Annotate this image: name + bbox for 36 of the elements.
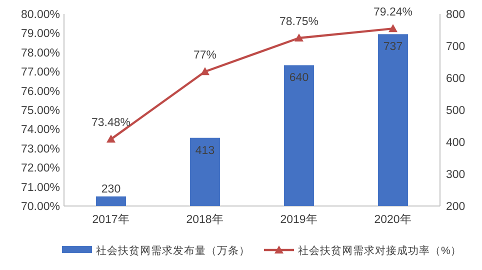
data-label: 230 — [101, 183, 121, 196]
y-tick-label: 74.00% — [20, 124, 60, 136]
y-tick-label: 80.00% — [20, 9, 60, 21]
legend-label: 社会扶贫网需求发布量（万条） — [96, 244, 250, 257]
y2-tick-label: 800 — [446, 9, 466, 21]
data-label: 77% — [193, 50, 217, 62]
data-label: 79.24% — [373, 6, 413, 19]
y-tick-label: 77.00% — [20, 66, 60, 79]
data-label: 413 — [195, 144, 215, 157]
y-tick-label: 72.00% — [20, 162, 60, 175]
y-tick-label: 76.00% — [20, 86, 60, 98]
data-label: 640 — [289, 72, 309, 84]
y2-tick-label: 700 — [446, 41, 466, 53]
point — [200, 67, 210, 76]
point — [106, 134, 116, 143]
y2-tick-label: 300 — [446, 169, 466, 181]
y-tick-label: 73.00% — [20, 143, 60, 156]
x-tick-label: 2018年 — [186, 213, 224, 226]
y2-tick-label: 200 — [446, 201, 466, 213]
y-tick-label: 79.00% — [20, 28, 60, 40]
y-tick-label: 70.00% — [20, 201, 60, 213]
y2-tick-label: 600 — [446, 73, 466, 85]
legend-label: 社会扶贫网需求对接成功率（%） — [298, 244, 462, 257]
y-tick-label: 75.00% — [20, 105, 60, 117]
data-label: 78.75% — [279, 16, 319, 28]
y-tick-label: 78.00% — [20, 47, 60, 60]
point — [388, 24, 398, 32]
data-label: 737 — [383, 41, 403, 54]
y-tick-label: 71.00% — [20, 182, 60, 194]
y2-tick-label: 500 — [446, 105, 466, 117]
x-tick-label: 2019年 — [280, 213, 318, 226]
point — [294, 34, 304, 42]
x-tick-label: 2017年 — [92, 213, 130, 226]
y2-tick-label: 400 — [446, 137, 466, 149]
x-tick-label: 2020年 — [374, 213, 412, 226]
data-label: 73.48% — [91, 117, 131, 130]
